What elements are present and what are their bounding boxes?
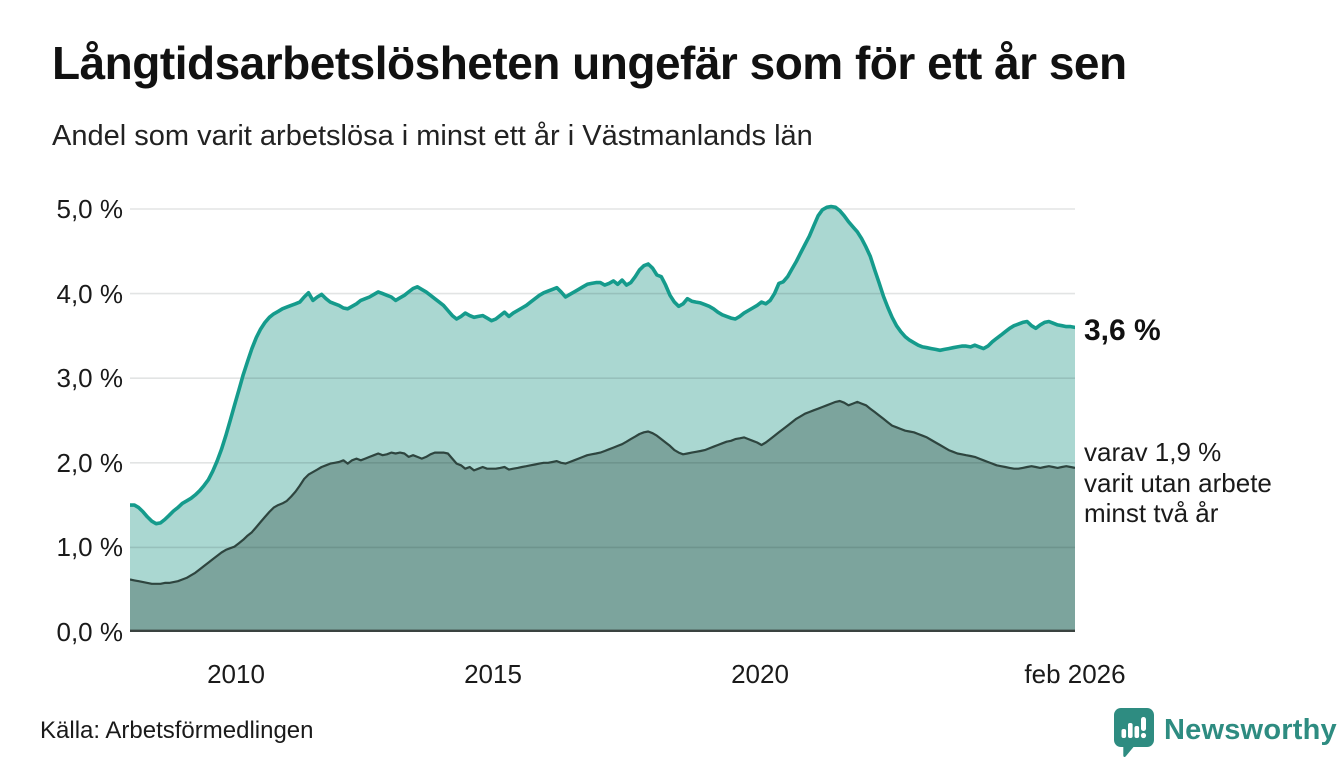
y-axis-label-1: 1,0 % bbox=[56, 532, 124, 562]
newsworthy-logo: Newsworthy bbox=[1114, 708, 1337, 758]
area-chart-plot bbox=[130, 204, 1075, 632]
y-axis-label-2: 2,0 % bbox=[56, 447, 124, 478]
y-axis-label-0: 0,0 % bbox=[56, 616, 124, 647]
source-caption: Källa: Arbetsförmedlingen bbox=[40, 717, 314, 744]
x-axis-label-2015: 2015 bbox=[464, 659, 522, 689]
newsworthy-wordmark: Newsworthy bbox=[1164, 714, 1337, 746]
newsworthy-bubble-chart-icon bbox=[1114, 708, 1154, 758]
y-axis-label-5: 5,0 % bbox=[56, 194, 124, 224]
two-year-note: varav 1,9 % varit utan arbete minst två … bbox=[1084, 437, 1272, 528]
y-axis-label-4: 4,0 % bbox=[56, 278, 124, 309]
page-title: Långtidsarbetslösheten ungefär som för e… bbox=[52, 37, 1127, 89]
x-axis-label-2020: 2020 bbox=[731, 659, 789, 689]
x-axis-label-feb2026: feb 2026 bbox=[1024, 659, 1126, 689]
x-axis-label-2010: 2010 bbox=[207, 659, 265, 689]
y-axis-label-3: 3,0 % bbox=[56, 363, 124, 393]
page-subtitle: Andel som varit arbetslösa i minst ett å… bbox=[52, 120, 813, 152]
latest-value-label: 3,6 % bbox=[1084, 314, 1161, 347]
